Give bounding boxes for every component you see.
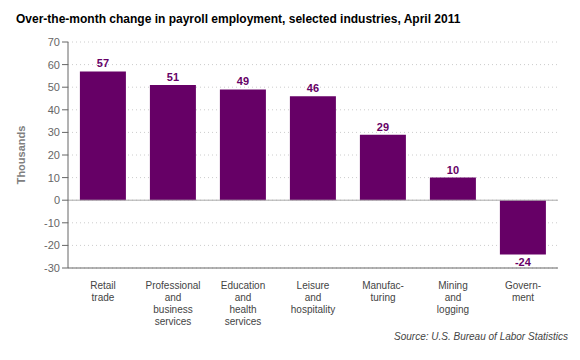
svg-text:70: 70 [48,36,60,48]
svg-text:10: 10 [447,164,459,176]
svg-text:Professionalandbusinessservice: Professionalandbusinessservices [145,280,200,327]
html-text:Over-the-month change in payro: Over-the-month change in payroll employm… [16,12,461,26]
svg-text:Retailtrade: Retailtrade [90,280,116,303]
svg-text:30: 30 [48,126,60,138]
svg-text:-10: -10 [44,217,60,229]
svg-text:51: 51 [167,71,179,83]
svg-text:-30: -30 [44,262,60,274]
svg-text:Govern-ment: Govern-ment [505,280,541,303]
svg-text:-24: -24 [515,256,532,268]
html-text:Source: U.S. Bureau of Labor S: Source: U.S. Bureau of Labor Statistics [394,331,568,342]
svg-text:46: 46 [307,82,319,94]
svg-text:20: 20 [48,149,60,161]
svg-text:Miningandlogging: Miningandlogging [437,280,469,315]
svg-text:Thousands: Thousands [15,126,27,185]
svg-text:49: 49 [237,75,249,87]
svg-text:10: 10 [48,172,60,184]
svg-text:60: 60 [48,59,60,71]
svg-text:57: 57 [97,57,109,69]
svg-text:50: 50 [48,81,60,93]
svg-text:Leisureandhospitality: Leisureandhospitality [291,280,335,315]
svg-text:0: 0 [54,194,60,206]
svg-text:29: 29 [377,121,389,133]
svg-text:40: 40 [48,104,60,116]
svg-text:Manufac-turing: Manufac-turing [362,280,404,303]
svg-text:-20: -20 [44,239,60,251]
svg-text:Educationandhealthservices: Educationandhealthservices [221,280,265,327]
